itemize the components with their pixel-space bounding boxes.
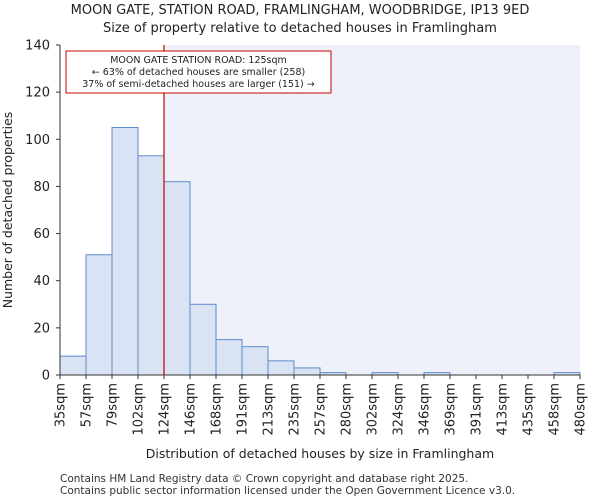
bar-124sqm (163, 181, 191, 376)
annotation-line1: MOON GATE STATION ROAD: 125sqm (110, 55, 287, 66)
footer-line1: Contains HM Land Registry data © Crown c… (60, 473, 469, 485)
x-tick-label-458sqm: 458sqm (548, 383, 563, 436)
x-tick-label-124sqm: 124sqm (158, 383, 173, 436)
bar-235sqm (293, 367, 321, 376)
y-tick-label-120: 120 (25, 86, 50, 101)
y-tick-label-100: 100 (25, 133, 50, 148)
y-tick-label-20: 20 (33, 321, 50, 336)
annotation-box (65, 50, 332, 94)
annotation-line3: 37% of semi-detached houses are larger (… (82, 79, 315, 90)
chart-title-line1: MOON GATE, STATION ROAD, FRAMLINGHAM, WO… (70, 3, 530, 18)
x-tick-label-346sqm: 346sqm (418, 383, 433, 436)
x-tick-label-191sqm: 191sqm (236, 383, 251, 436)
x-tick-label-79sqm: 79sqm (106, 383, 121, 427)
y-tick-label-40: 40 (33, 274, 50, 289)
bar-35sqm (59, 355, 87, 376)
annotation-line2: ← 63% of detached houses are smaller (25… (92, 67, 305, 78)
x-tick-label-302sqm: 302sqm (366, 383, 381, 436)
bar-146sqm (189, 303, 217, 376)
x-tick-label-280sqm: 280sqm (340, 383, 355, 436)
x-tick-label-369sqm: 369sqm (444, 383, 459, 436)
x-tick-label-391sqm: 391sqm (470, 383, 485, 436)
x-tick-label-235sqm: 235sqm (288, 383, 303, 436)
x-tick-label-413sqm: 413sqm (496, 383, 511, 436)
x-tick-label-435sqm: 435sqm (522, 383, 537, 436)
x-tick-label-168sqm: 168sqm (210, 383, 225, 436)
x-tick-label-480sqm: 480sqm (574, 383, 589, 436)
y-tick-label-60: 60 (33, 227, 50, 242)
x-tick-label-213sqm: 213sqm (262, 383, 277, 436)
y-tick-label-140: 140 (25, 39, 50, 54)
bar-191sqm (241, 346, 269, 376)
x-tick-label-102sqm: 102sqm (132, 383, 147, 436)
bar-213sqm (267, 360, 295, 376)
footer-line2: Contains public sector information licen… (60, 485, 516, 497)
bar-79sqm (111, 127, 139, 376)
highlight-region (164, 45, 580, 375)
bar-168sqm (215, 339, 243, 376)
x-tick-label-146sqm: 146sqm (184, 383, 199, 436)
y-tick-label-80: 80 (33, 180, 50, 195)
x-axis-label: Distribution of detached houses by size … (146, 446, 494, 461)
x-tick-label-57sqm: 57sqm (80, 383, 95, 427)
x-tick-label-35sqm: 35sqm (54, 383, 69, 427)
chart-title-line2: Size of property relative to detached ho… (103, 21, 497, 36)
x-tick-label-324sqm: 324sqm (392, 383, 407, 436)
x-tick-label-257sqm: 257sqm (314, 383, 329, 436)
chart-title: MOON GATE, STATION ROAD, FRAMLINGHAM, WO… (0, 2, 600, 38)
y-tick-label-0: 0 (42, 369, 50, 384)
y-axis-label: Number of detached properties (0, 112, 15, 309)
bar-57sqm (85, 254, 113, 376)
bar-102sqm (137, 155, 165, 376)
